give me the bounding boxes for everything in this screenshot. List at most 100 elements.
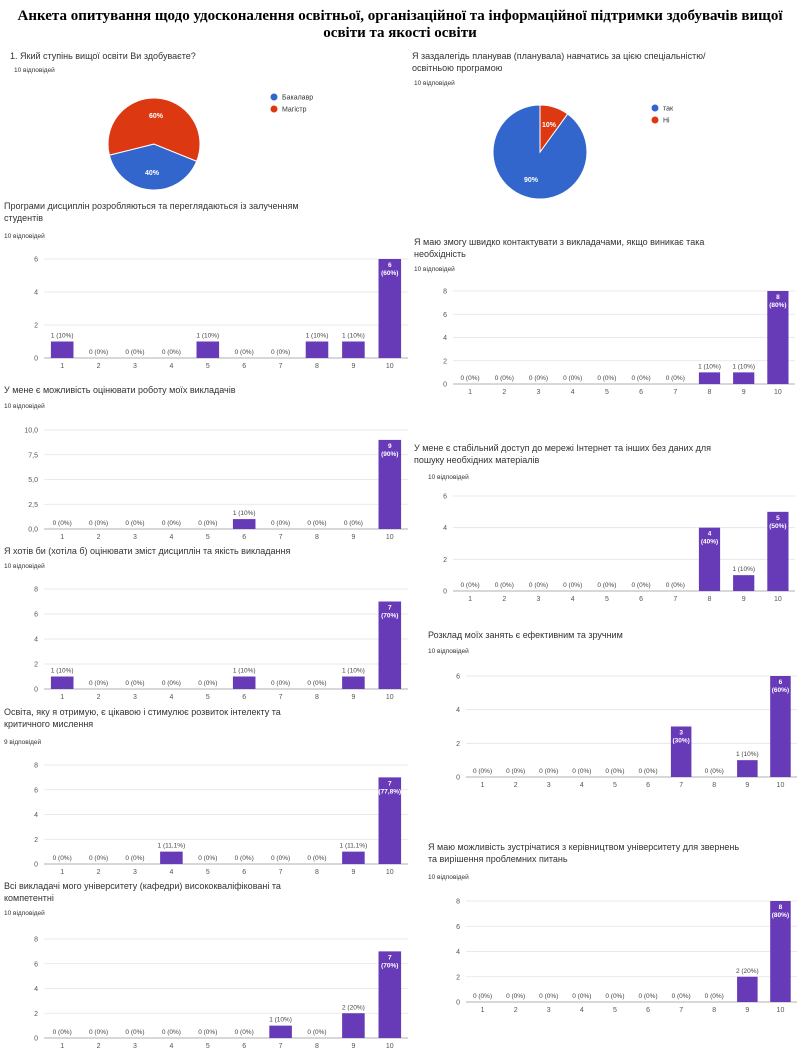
x-tick-label: 4 [169,694,173,701]
x-tick-label: 2 [97,1043,101,1050]
data-label: 0 (0%) [473,993,492,1000]
legend-label: Ні [663,117,670,125]
x-tick-label: 5 [206,534,210,541]
data-label: 7 [388,605,392,612]
data-label: 2 (20%) [342,1004,365,1011]
data-label: 0 (0%) [307,1029,326,1036]
data-label: 0 (0%) [638,993,657,1000]
data-label: (40%) [701,539,718,546]
data-label: 0 (0%) [461,375,480,382]
x-tick-label: 2 [502,596,506,603]
data-label: 0 (0%) [235,1029,254,1036]
x-tick-label: 4 [169,869,173,876]
bar [767,291,789,384]
data-label: 0 (0%) [539,768,558,775]
data-label: 0 (0%) [125,349,144,356]
data-label: (80%) [769,302,786,309]
response-count: 10 відповідей [4,910,45,917]
x-tick-label: 8 [708,389,712,396]
x-tick-label: 10 [777,1007,785,1014]
y-tick-label: 0 [443,382,447,389]
data-label: 0 (0%) [572,768,591,775]
data-label: 0 (0%) [198,855,217,862]
y-tick-label: 0 [34,356,38,363]
bar [50,341,74,358]
data-label: (60%) [772,687,789,694]
response-count: 10 відповідей [414,80,455,87]
legend-marker [651,116,659,124]
data-label: 0 (0%) [632,375,651,382]
x-tick-label: 3 [133,869,137,876]
bar [342,1013,365,1038]
x-tick-label: 4 [169,534,173,541]
x-tick-label: 8 [315,694,319,701]
data-label: 0 (0%) [632,582,651,589]
data-label: 1 (10%) [732,566,755,573]
bar [342,851,365,864]
question-text: Програми дисциплін розробляються та пере… [4,201,299,223]
x-tick-label: 5 [206,363,210,370]
data-label: 5 [776,515,780,522]
question-text: Я заздалегідь планував (планувала) навча… [412,51,706,73]
bar [269,1025,292,1038]
question-text: 1. Який ступінь вищої освіти Ви здобуває… [10,51,196,61]
y-tick-label: 0 [34,862,38,869]
x-tick-label: 7 [673,596,677,603]
y-tick-label: 4 [34,812,38,819]
question-text: Розклад моїх занять є ефективним та зруч… [428,630,623,640]
bar [378,951,402,1038]
y-tick-label: 0 [443,589,447,596]
data-label: 1 (11,1%) [340,843,368,850]
x-tick-label: 3 [133,534,137,541]
x-tick-label: 6 [242,694,246,701]
bar [733,575,755,591]
y-tick-label: 4 [34,986,38,993]
data-label: (70%) [381,613,398,620]
bar [378,259,402,358]
data-label: 1 (10%) [196,333,219,340]
x-tick-label: 1 [60,363,64,370]
pie-slice-label: 90% [524,177,539,184]
data-label: 0 (0%) [125,1029,144,1036]
legend-label: Бакалавр [282,95,313,102]
data-label: 1 (10%) [698,363,721,370]
data-label: 0 (0%) [597,375,616,382]
x-tick-label: 1 [60,534,64,541]
y-tick-label: 4 [456,949,460,956]
x-tick-label: 5 [613,782,617,789]
x-tick-label: 6 [646,1007,650,1014]
response-count: 10 відповідей [14,67,55,74]
x-tick-label: 3 [547,1007,551,1014]
x-tick-label: 10 [386,363,394,370]
data-label: 0 (0%) [638,768,657,775]
y-tick-label: 7,5 [28,452,38,459]
y-tick-label: 4 [456,707,460,714]
response-count: 10 відповідей [428,474,469,481]
x-tick-label: 9 [742,389,746,396]
response-count: 10 відповідей [428,874,469,881]
data-label: 0 (0%) [529,582,548,589]
response-count: 10 відповідей [414,266,455,273]
y-tick-label: 2 [34,662,38,669]
legend-marker [651,104,659,112]
data-label: 0 (0%) [162,680,181,687]
bar [770,676,791,777]
y-tick-label: 6 [456,924,460,931]
x-tick-label: 7 [673,389,677,396]
y-tick-label: 8 [34,763,38,770]
data-label: (50%) [769,523,786,530]
data-label: 0 (0%) [705,993,724,1000]
data-label: 7 [388,954,392,961]
data-label: 0 (0%) [162,520,181,527]
data-label: 0 (0%) [271,349,290,356]
x-tick-label: 7 [679,1007,683,1014]
x-tick-label: 5 [605,596,609,603]
response-count: 10 відповідей [4,563,45,570]
question-text: У мене є можливість оцінювати роботу мої… [4,385,236,395]
y-tick-label: 8 [34,587,38,594]
x-tick-label: 6 [242,1043,246,1050]
bar [767,511,789,591]
bar [342,676,365,689]
x-tick-label: 10 [774,596,782,603]
data-label: 0 (0%) [605,993,624,1000]
